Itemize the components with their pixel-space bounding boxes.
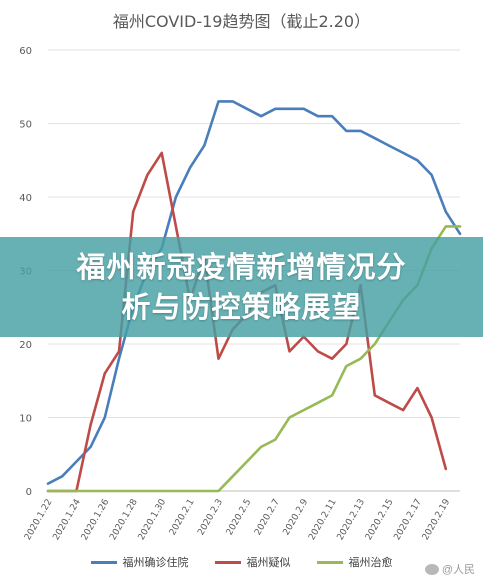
legend-swatch: [90, 560, 117, 564]
legend-item-2: 福州疑似: [214, 554, 291, 570]
x-tick-label: 2020.2.5: [225, 498, 254, 538]
y-tick-label: 0: [26, 487, 32, 498]
x-tick-label: 2020.2.13: [336, 498, 368, 543]
legend-label: 福州疑似: [246, 556, 291, 569]
headline-line-1: 福州新冠疫情新增情况分: [76, 250, 407, 284]
x-tick-label: 2020.2.9: [282, 497, 311, 537]
x-tick-label: 2020.1.28: [108, 497, 140, 542]
legend-label: 福州确诊住院: [122, 556, 189, 569]
legend-label: 福州治愈: [348, 556, 393, 569]
x-tick-label: 2020.2.7: [253, 498, 282, 538]
y-tick-label: 40: [19, 193, 32, 204]
x-tick-label: 2020.2.3: [196, 498, 225, 538]
y-tick-label: 20: [19, 340, 32, 351]
headline-line-2: 析与防控策略展望: [121, 290, 362, 324]
y-tick-label: 50: [19, 120, 32, 131]
x-tick-label: 2020.2.17: [392, 498, 424, 543]
x-tick-label: 2020.2.19: [421, 497, 453, 542]
x-axis-ticks: 2020.1.222020.1.242020.1.262020.1.282020…: [23, 497, 452, 542]
legend-item-3: 福州治愈: [316, 554, 393, 570]
x-tick-label: 2020.2.11: [307, 498, 339, 543]
x-tick-label: 2020.2.15: [364, 498, 396, 543]
chart-legend: 福州确诊住院 福州疑似 福州治愈: [0, 552, 483, 572]
weibo-icon: [424, 563, 439, 575]
legend-swatch: [316, 560, 343, 564]
series-line-1: [46, 100, 462, 485]
y-tick-label: 60: [19, 46, 32, 57]
x-tick-label: 2020.1.22: [23, 498, 55, 543]
watermark: @人民: [424, 561, 475, 577]
x-tick-label: 2020.1.30: [137, 497, 169, 542]
y-tick-label: 10: [19, 414, 32, 425]
chart-title: 福州COVID-19趋势图（截止2.20）: [112, 12, 371, 31]
x-tick-label: 2020.1.24: [51, 497, 83, 542]
x-tick-label: 2020.1.26: [80, 497, 112, 542]
legend-item-1: 福州确诊住院: [90, 554, 189, 570]
x-tick-label: 2020.2.1: [168, 498, 197, 538]
watermark-text: @人民: [441, 564, 475, 576]
legend-swatch: [214, 560, 241, 564]
headline-banner: 福州新冠疫情新增情况分 析与防控策略展望: [0, 237, 483, 337]
